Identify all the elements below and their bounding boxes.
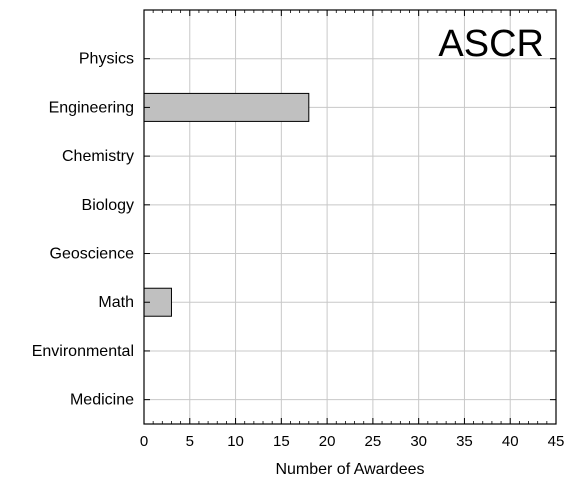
x-tick-label: 40: [502, 433, 519, 450]
x-tick-label: 20: [319, 433, 336, 450]
x-tick-label: 25: [365, 433, 382, 450]
x-tick-label: 10: [227, 433, 244, 450]
x-tick-label: 5: [186, 433, 194, 450]
x-tick-label: 35: [456, 433, 473, 450]
category-label: Medicine: [70, 392, 134, 409]
category-label: Physics: [79, 51, 134, 68]
category-label: Environmental: [32, 343, 134, 360]
category-label: Engineering: [49, 99, 134, 116]
category-label: Chemistry: [62, 148, 134, 165]
axis-ticks: [143, 10, 557, 424]
grid-lines: [144, 10, 556, 424]
x-tick-label: 15: [273, 433, 290, 450]
x-tick-label: 30: [410, 433, 427, 450]
x-tick-labels: 0 5 10 15 20 25 30 35 40 45: [140, 433, 565, 450]
category-label: Math: [98, 294, 134, 311]
x-tick-label: 0: [140, 433, 148, 450]
plot-frame: [143, 9, 557, 425]
x-axis-label: Number of Awardees: [275, 461, 424, 478]
chart-title: ASCR: [438, 23, 544, 65]
category-label: Biology: [82, 197, 134, 214]
category-labels: Physics Engineering Chemistry Biology Geosci…: [32, 51, 134, 409]
x-tick-label: 45: [548, 433, 565, 450]
bars: [143, 92, 310, 317]
bar: [143, 92, 310, 122]
category-label: Geoscience: [50, 246, 135, 263]
